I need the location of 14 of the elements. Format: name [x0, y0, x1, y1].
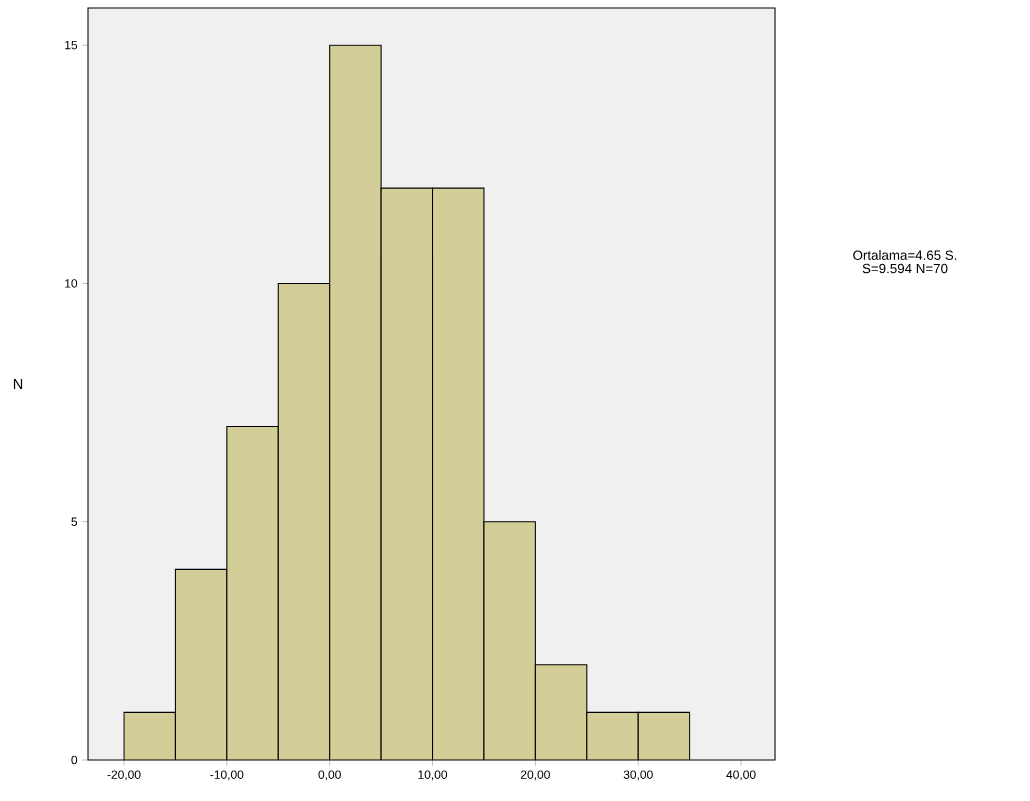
y-tick-label: 0 — [71, 755, 78, 765]
text: Ortalama=4.65 S. — [853, 250, 957, 260]
x-tick-label: 30,00 — [623, 770, 653, 781]
y-tick-label: 10 — [65, 279, 78, 288]
x-tick-label: 40,00 — [726, 770, 756, 781]
x-tick-label: 20,00 — [520, 770, 550, 781]
text: S=9.594 N=70 — [862, 263, 948, 274]
y-axis-title: N — [13, 378, 23, 390]
x-tick-label: -20,00 — [107, 770, 141, 781]
x-tick-label: -10,00 — [210, 770, 244, 781]
y-tick-label: 15 — [65, 40, 78, 50]
x-tick-label: 0,00 — [318, 770, 341, 781]
y-tick-label: 5 — [71, 517, 78, 526]
x-tick-label: 10,00 — [418, 770, 448, 781]
